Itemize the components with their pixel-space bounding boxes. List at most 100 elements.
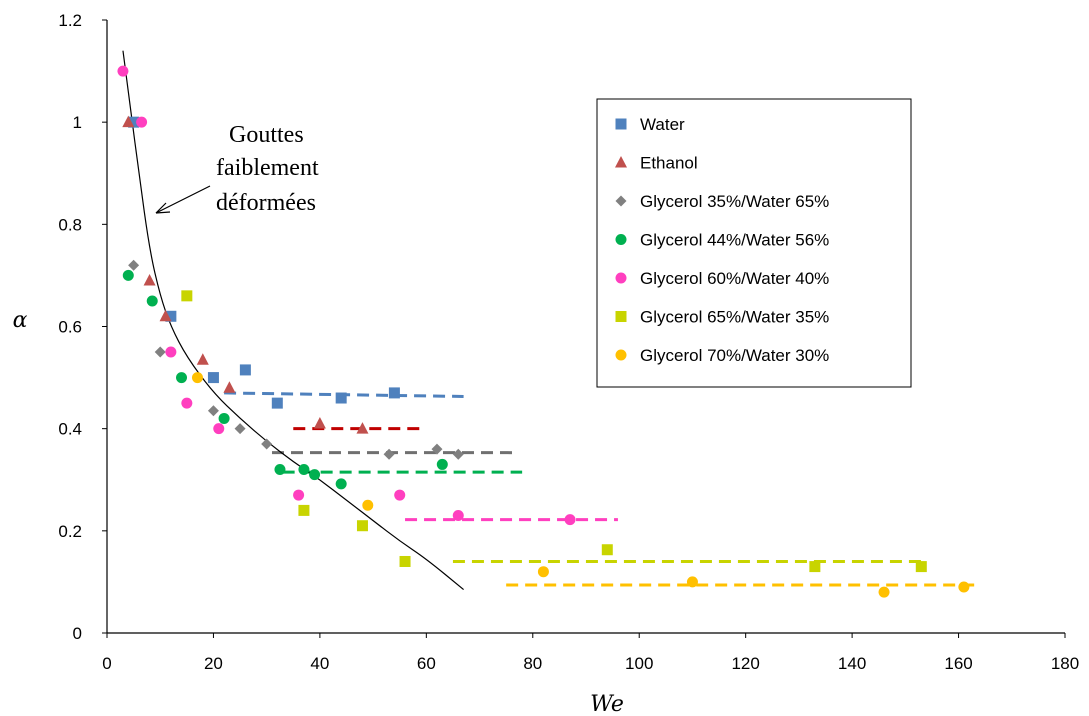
data-point [356, 422, 369, 434]
x-tick-label: 20 [204, 654, 223, 673]
annotation-line-3: déformées [216, 190, 316, 216]
x-tick-label: 60 [417, 654, 436, 673]
fit-curve-line [122, 50, 464, 591]
x-tick-label: 40 [310, 654, 329, 673]
annotation-line-1: Gouttes [229, 122, 304, 148]
legend-marker [615, 311, 627, 322]
data-point [399, 555, 411, 567]
data-point [271, 397, 283, 409]
data-point [809, 561, 821, 573]
y-tick-label: 0 [73, 624, 82, 643]
x-tick-label: 120 [731, 654, 759, 673]
data-point [207, 405, 219, 417]
data-point [878, 586, 890, 598]
series-group [181, 290, 927, 573]
data-point [143, 274, 156, 286]
legend-label: Water [640, 115, 685, 134]
axes: 0 20 40 60 80 100 120 140 160 180 0 0.2 0.4 0.6 0.8 1 1.… [58, 11, 1079, 673]
data-point [601, 544, 613, 556]
series-group [128, 259, 464, 460]
data-point [388, 387, 400, 399]
data-point [274, 464, 286, 476]
data-point [431, 443, 443, 455]
legend-label: Glycerol 60%/Water 40% [640, 269, 829, 288]
data-point [181, 397, 193, 409]
data-point [298, 504, 310, 516]
annotation-arrow [155, 185, 211, 214]
data-point [383, 448, 395, 460]
data-point [958, 581, 970, 593]
data-point [181, 290, 193, 302]
legend-label: Glycerol 44%/Water 56% [640, 231, 829, 250]
x-tick-label: 140 [838, 654, 866, 673]
series-group [191, 372, 970, 598]
data-point [207, 372, 219, 384]
legend: Water Ethanol Glycerol 35%/Water 65% Glycer… [596, 98, 912, 388]
legend-label: Ethanol [640, 154, 698, 173]
data-point [686, 576, 698, 588]
data-point [165, 346, 177, 358]
y-tick-label: 0.8 [58, 215, 82, 234]
x-tick-label: 160 [944, 654, 972, 673]
data-point [146, 295, 158, 307]
data-point [122, 115, 135, 128]
data-point [213, 423, 225, 435]
data-point [223, 381, 236, 393]
data-point [136, 116, 148, 128]
data-point [335, 392, 347, 404]
data-point [309, 469, 321, 481]
y-tick-label: 0.6 [58, 318, 82, 337]
plateau-lines [224, 391, 975, 587]
data-point [335, 478, 347, 490]
data-point [128, 259, 140, 271]
y-tick-label: 0.2 [58, 522, 82, 541]
data-points [117, 65, 970, 598]
data-point [261, 438, 273, 450]
x-tick-label: 180 [1051, 654, 1079, 673]
legend-label: Glycerol 65%/Water 35% [640, 308, 829, 327]
data-point [394, 489, 406, 501]
y-tick-label: 0.4 [58, 420, 82, 439]
y-tick-label: 1.2 [58, 11, 82, 30]
data-point [176, 372, 188, 384]
data-point [362, 499, 374, 511]
legend-marker [615, 195, 627, 207]
data-point [564, 514, 576, 526]
data-point [122, 269, 134, 281]
series-group [122, 115, 369, 434]
data-point [452, 448, 464, 460]
x-tick-label: 100 [625, 654, 653, 673]
data-point [128, 116, 140, 128]
data-point [298, 464, 310, 476]
data-point [165, 310, 177, 322]
data-point [313, 417, 326, 429]
fit-curve [122, 50, 464, 591]
data-point [293, 489, 305, 501]
series-group [122, 269, 448, 490]
x-tick-label: 80 [523, 654, 542, 673]
series-group [128, 116, 400, 409]
data-point [218, 412, 230, 424]
legend-box [596, 98, 912, 388]
legend-label: Glycerol 70%/Water 30% [640, 346, 829, 365]
data-point [452, 510, 464, 522]
annotation: Gouttes faiblement déformées [155, 122, 319, 216]
data-point [915, 561, 927, 573]
data-point [159, 309, 172, 322]
legend-marker [615, 234, 627, 245]
legend-marker [615, 118, 627, 130]
data-point [436, 458, 448, 470]
data-point [356, 520, 368, 532]
x-tick-label: 0 [102, 654, 111, 673]
y-axis-label: α [13, 308, 28, 333]
legend-marker [615, 156, 627, 168]
annotation-arrowhead [155, 202, 171, 214]
data-point [239, 364, 251, 376]
legend-label: Glycerol 35%/Water 65% [640, 192, 829, 211]
y-tick-label: 1 [73, 113, 82, 132]
data-point [537, 566, 549, 578]
x-axis-label: We [590, 692, 624, 716]
legend-marker [615, 272, 627, 284]
data-point [154, 346, 166, 358]
